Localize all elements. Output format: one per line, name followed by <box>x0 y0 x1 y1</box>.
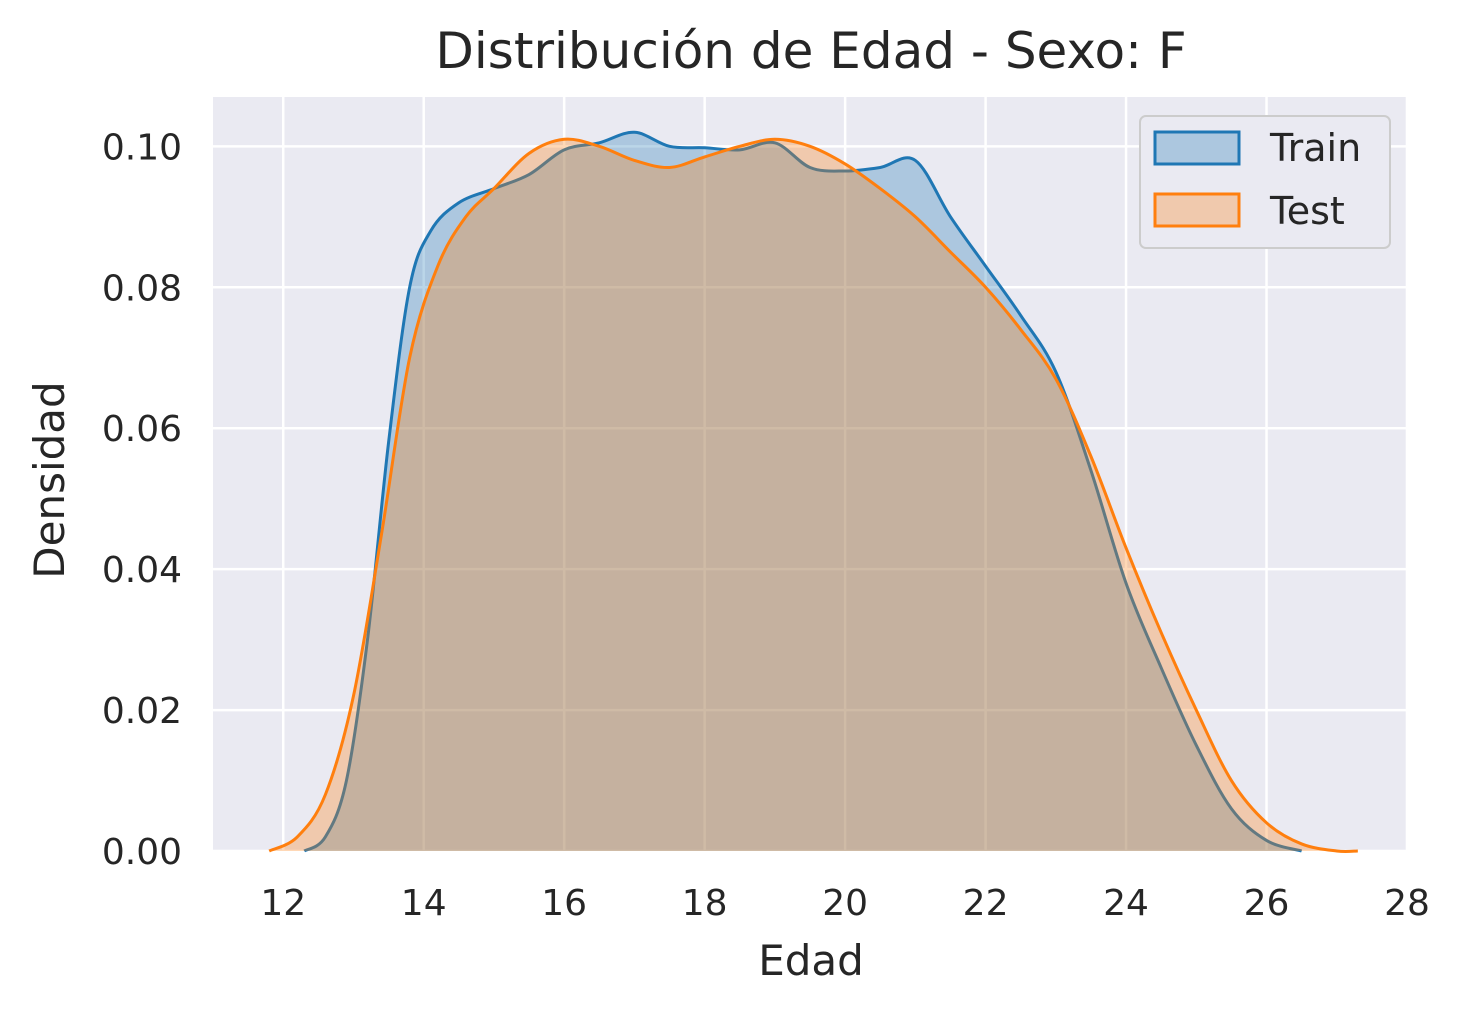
legend: Train Test <box>1139 115 1391 249</box>
chart-title: Distribución de Edad - Sexo: F <box>435 22 1186 80</box>
legend-swatch-test <box>1153 192 1241 228</box>
y-tick-label: 0.02 <box>102 691 182 732</box>
y-tick-label: 0.04 <box>102 550 182 591</box>
x-tick-labels: 12 14 16 18 20 22 24 26 28 <box>260 883 1430 924</box>
series-line-train <box>303 130 1303 853</box>
grid <box>213 97 1409 853</box>
legend-label-train: Train <box>1269 126 1361 170</box>
y-tick-labels: 0.00 0.02 0.04 0.06 0.08 0.10 <box>102 127 182 873</box>
x-tick-label: 16 <box>541 883 587 924</box>
series-area-test <box>269 139 1358 852</box>
x-tick-label: 20 <box>822 883 868 924</box>
y-tick-label: 0.06 <box>102 409 182 450</box>
y-axis-label: Densidad <box>25 381 74 578</box>
x-tick-label: 12 <box>260 883 306 924</box>
y-tick-label: 0.08 <box>102 268 182 309</box>
x-tick-label: 26 <box>1244 883 1290 924</box>
x-tick-label: 18 <box>682 883 728 924</box>
legend-swatch-train <box>1153 130 1241 166</box>
legend-label-test: Test <box>1269 189 1345 233</box>
series-layer <box>268 130 1358 854</box>
series-line-test <box>268 137 1358 854</box>
y-tick-label: 0.00 <box>102 832 182 873</box>
legend-box <box>1139 115 1391 249</box>
series-area-train <box>304 132 1302 851</box>
y-tick-label: 0.10 <box>102 127 182 168</box>
x-tick-label: 14 <box>401 883 447 924</box>
x-tick-label: 22 <box>963 883 1009 924</box>
x-tick-label: 28 <box>1384 883 1430 924</box>
x-tick-label: 24 <box>1103 883 1149 924</box>
x-axis-label: Edad <box>758 936 864 985</box>
